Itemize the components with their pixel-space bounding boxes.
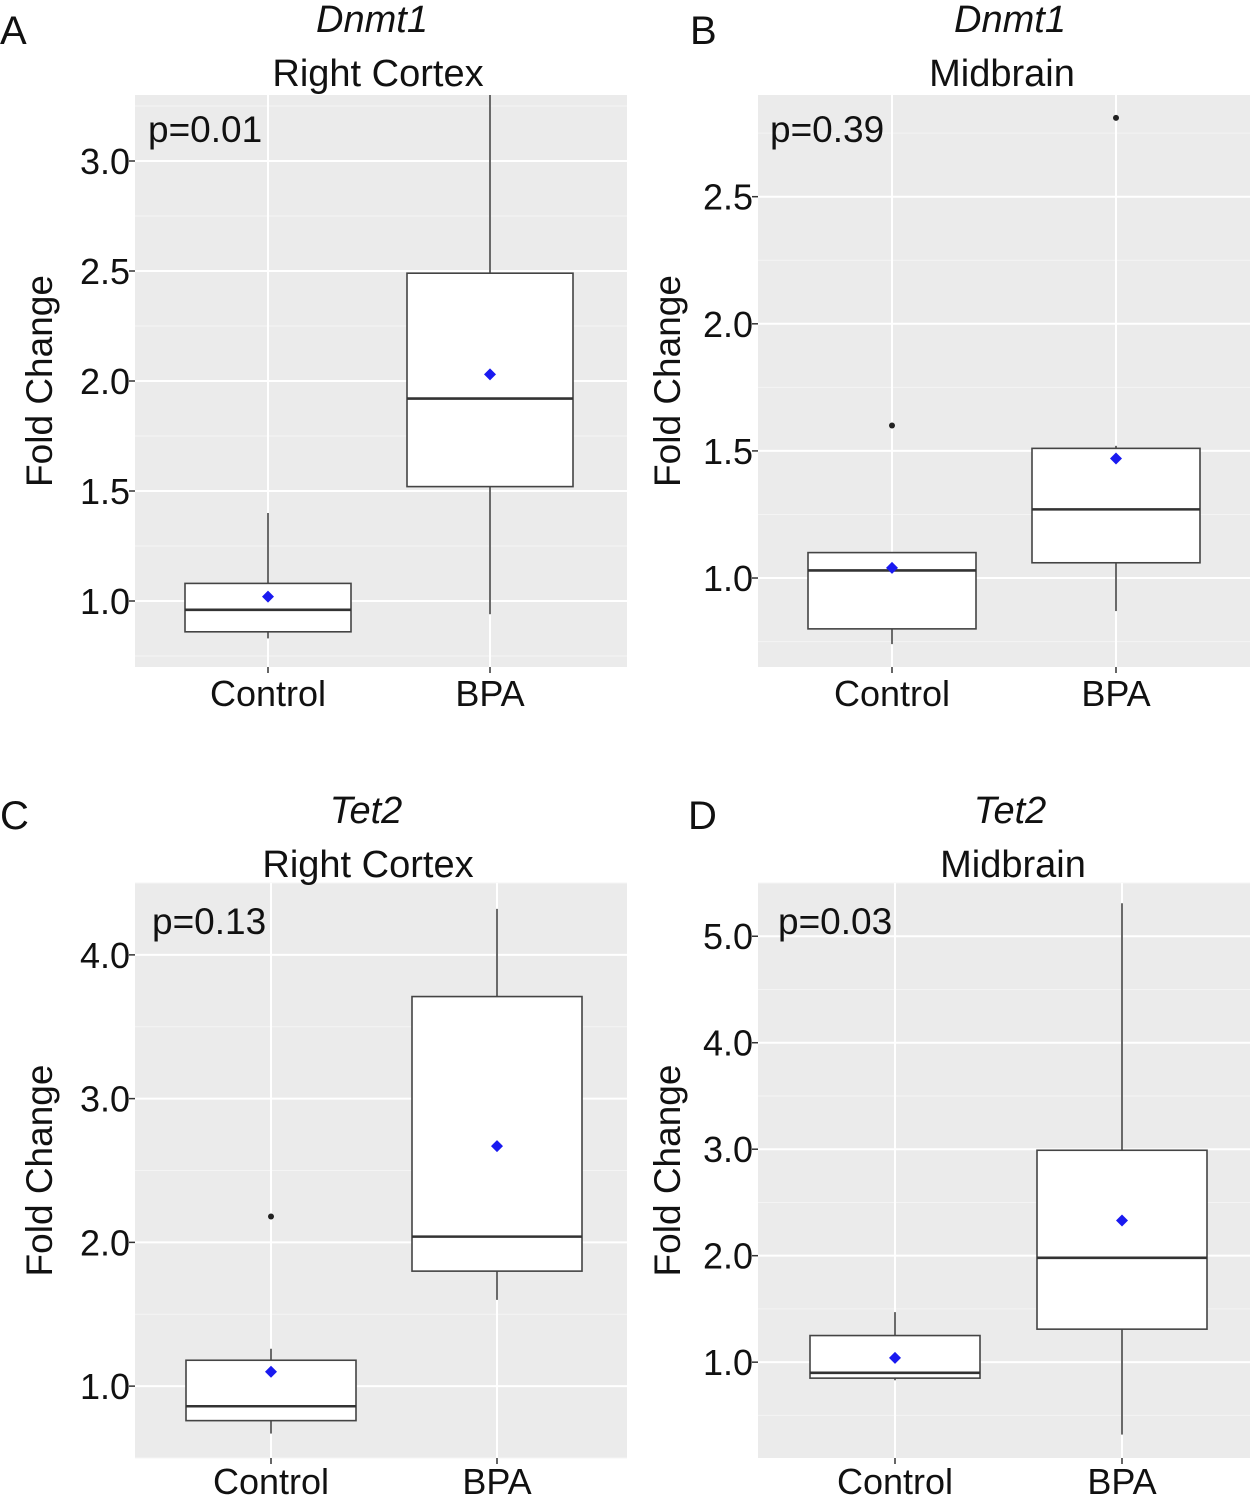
y-axis-label: Fold Change bbox=[647, 1065, 688, 1277]
y-axis-label: Fold Change bbox=[19, 275, 60, 487]
x-tick-label-bpa: BPA bbox=[462, 1461, 531, 1498]
y-tick-label: 3.0 bbox=[703, 1129, 753, 1170]
panel-label: D bbox=[688, 794, 717, 838]
panel-b: 1.0 1.5 2.0 2.5 Control BPA B Dnmt1 Midbrain p=0.… bbox=[647, 0, 1250, 714]
gene-title: Dnmt1 bbox=[316, 0, 428, 41]
box-body bbox=[1031, 447, 1201, 564]
box-bpa bbox=[411, 908, 583, 1300]
box-body bbox=[411, 995, 583, 1272]
y-axis-label: Fold Change bbox=[647, 275, 688, 487]
box-body bbox=[1036, 1149, 1208, 1330]
box-body bbox=[809, 1334, 981, 1379]
region-title: Midbrain bbox=[929, 53, 1075, 95]
outlier-point bbox=[889, 422, 895, 429]
box-bpa bbox=[1031, 114, 1201, 612]
y-tick-label: 1.0 bbox=[703, 558, 753, 599]
gene-title: Tet2 bbox=[330, 790, 403, 832]
mean-marker bbox=[262, 590, 274, 603]
p-value-label: p=0.03 bbox=[778, 901, 892, 942]
y-tick-label: 5.0 bbox=[703, 916, 753, 957]
p-value-label: p=0.01 bbox=[148, 109, 262, 150]
mean-marker bbox=[265, 1365, 277, 1378]
box-bpa bbox=[406, 95, 574, 615]
box-control bbox=[184, 513, 352, 639]
y-axis-label: Fold Change bbox=[19, 1065, 60, 1277]
y-tick-label: 2.0 bbox=[703, 304, 753, 345]
box-bpa bbox=[1036, 903, 1208, 1435]
x-tick-label-bpa: BPA bbox=[1087, 1461, 1156, 1498]
mean-marker bbox=[484, 368, 496, 381]
y-tick-label: 4.0 bbox=[703, 1023, 753, 1064]
outlier-point bbox=[268, 1213, 274, 1220]
outlier-point bbox=[1113, 114, 1119, 121]
panel-label: A bbox=[0, 9, 27, 53]
mean-marker bbox=[889, 1351, 901, 1364]
x-tick-label-control: Control bbox=[837, 1461, 953, 1498]
gene-title: Dnmt1 bbox=[954, 0, 1066, 41]
y-tick-label: 2.0 bbox=[80, 1222, 130, 1263]
gene-title: Tet2 bbox=[974, 790, 1047, 832]
y-tick-label: 2.5 bbox=[703, 177, 753, 218]
panel-label: C bbox=[0, 794, 29, 838]
y-tick-label: 2.0 bbox=[80, 361, 130, 402]
region-title: Right Cortex bbox=[262, 844, 473, 886]
x-tick-label-control: Control bbox=[834, 673, 950, 714]
mean-marker bbox=[886, 561, 898, 574]
panel-a: 1.0 1.5 2.0 2.5 3.0 Control BPA A Dnmt1 Right Cor… bbox=[0, 0, 627, 714]
mean-marker bbox=[491, 1140, 503, 1153]
box-control bbox=[809, 1312, 981, 1381]
y-tick-label: 2.5 bbox=[80, 251, 130, 292]
box-control bbox=[185, 1213, 357, 1434]
y-tick-label: 3.0 bbox=[80, 1079, 130, 1120]
y-tick-label: 4.0 bbox=[80, 935, 130, 976]
y-tick-label: 1.5 bbox=[80, 471, 130, 512]
y-tick-label: 2.0 bbox=[703, 1236, 753, 1277]
x-tick-label-bpa: BPA bbox=[455, 673, 524, 714]
y-tick-label: 1.0 bbox=[80, 581, 130, 622]
p-value-label: p=0.13 bbox=[152, 901, 266, 942]
y-tick-label: 1.0 bbox=[703, 1342, 753, 1383]
panel-c: 1.0 2.0 3.0 4.0 Control BPA C Tet2 Right Cortex p… bbox=[0, 790, 627, 1498]
mean-marker bbox=[1116, 1214, 1128, 1227]
region-title: Right Cortex bbox=[272, 53, 483, 95]
region-title: Midbrain bbox=[940, 844, 1086, 886]
x-tick-label-bpa: BPA bbox=[1081, 673, 1150, 714]
p-value-label: p=0.39 bbox=[770, 109, 884, 150]
x-tick-label-control: Control bbox=[213, 1461, 329, 1498]
y-tick-label: 1.0 bbox=[80, 1366, 130, 1407]
mean-marker bbox=[1110, 452, 1122, 465]
panel-d: 1.0 2.0 3.0 4.0 5.0 Control BPA D Tet2 Midbrain p=… bbox=[647, 790, 1250, 1498]
box-control bbox=[807, 422, 977, 645]
x-tick-label-control: Control bbox=[210, 673, 326, 714]
y-tick-label: 3.0 bbox=[80, 141, 130, 182]
y-tick-label: 1.5 bbox=[703, 431, 753, 472]
panel-label: B bbox=[690, 9, 717, 53]
